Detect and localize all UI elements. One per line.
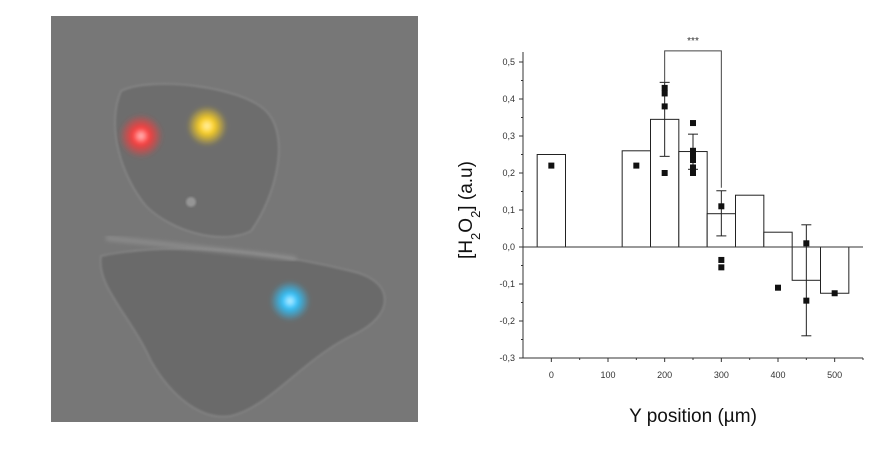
data-point bbox=[803, 297, 810, 304]
x-tick-label: 100 bbox=[600, 370, 615, 380]
cell-micrograph bbox=[51, 16, 418, 422]
x-tick-label: 0 bbox=[549, 370, 554, 380]
y-tick-label: 0,5 bbox=[502, 57, 515, 67]
y-tick-label: -0,2 bbox=[499, 316, 515, 326]
chart-svg: *** -0,3 -0,2 -0,1 0,0 0,1 0,2 0,3 0,4 0,5 0 100 2… bbox=[456, 36, 864, 427]
cell-junction bbox=[105, 235, 297, 262]
data-point bbox=[718, 264, 725, 271]
x-tick-label: 500 bbox=[827, 370, 842, 380]
data-point bbox=[690, 147, 696, 154]
data-point bbox=[661, 103, 668, 110]
y-axis-title: [H2O2] (a.u) bbox=[456, 161, 483, 259]
y-title-subscript-2: 2 bbox=[468, 211, 483, 218]
data-point bbox=[548, 162, 555, 169]
x-tick-label: 300 bbox=[714, 370, 729, 380]
data-point bbox=[661, 170, 668, 176]
y-title-part-3: ] (a.u) bbox=[456, 161, 477, 211]
y-tick-label: -0,3 bbox=[499, 353, 515, 363]
bar bbox=[536, 154, 566, 248]
data-point bbox=[661, 84, 668, 91]
significance-label: *** bbox=[687, 36, 699, 47]
vesicle bbox=[186, 197, 196, 207]
micrograph-image bbox=[51, 16, 418, 422]
data-point bbox=[661, 90, 668, 97]
spot-red bbox=[119, 114, 163, 158]
data-point bbox=[803, 240, 810, 247]
data-point bbox=[690, 170, 696, 176]
data-point bbox=[718, 256, 725, 263]
x-tick-labels: 0 100 200 300 400 500 bbox=[549, 370, 842, 380]
significance-group: *** bbox=[664, 36, 722, 188]
x-tick-label: 400 bbox=[770, 370, 785, 380]
data-point bbox=[633, 162, 640, 169]
y-tick-labels: -0,3 -0,2 -0,1 0,0 0,1 0,2 0,3 0,4 0,5 bbox=[499, 57, 515, 363]
y-tick-label: -0,1 bbox=[499, 279, 515, 289]
data-point bbox=[718, 203, 725, 210]
y-tick-label: 0,4 bbox=[502, 94, 515, 104]
y-title-subscript-1: 2 bbox=[468, 233, 483, 240]
h2o2-chart: *** -0,3 -0,2 -0,1 0,0 0,1 0,2 0,3 0,4 0,5 0 100 2… bbox=[440, 20, 877, 457]
data-point bbox=[690, 120, 696, 127]
spot-blue bbox=[270, 281, 310, 321]
y-tick-label: 0,0 bbox=[502, 242, 515, 252]
spot-yellow bbox=[187, 106, 227, 146]
y-tick-label: 0,3 bbox=[502, 131, 515, 141]
bars-group bbox=[536, 118, 850, 294]
y-tick-label: 0,1 bbox=[502, 205, 515, 215]
y-title-part-2: O bbox=[456, 218, 477, 233]
significance-bracket bbox=[664, 50, 722, 188]
bar bbox=[820, 246, 850, 294]
y-tick-label: 0,2 bbox=[502, 168, 515, 178]
data-point bbox=[690, 151, 696, 158]
bar bbox=[763, 231, 793, 248]
y-title-part-1: [H bbox=[456, 240, 477, 259]
data-point bbox=[690, 164, 696, 171]
data-point bbox=[775, 284, 781, 291]
x-axis-title: Y position (µm) bbox=[629, 406, 757, 427]
data-point bbox=[690, 157, 696, 164]
points-group bbox=[548, 84, 838, 304]
x-tick-label: 200 bbox=[657, 370, 672, 380]
data-point bbox=[831, 290, 838, 297]
bar bbox=[735, 194, 765, 248]
